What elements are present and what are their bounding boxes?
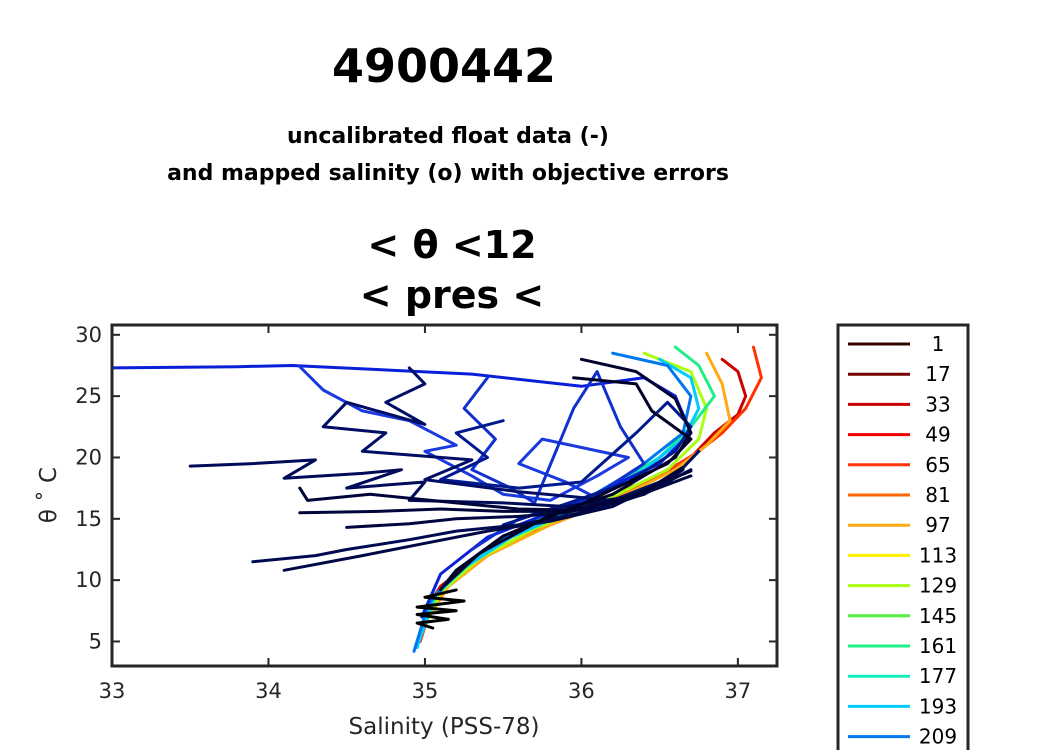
figure-title: 4900442 xyxy=(332,39,556,93)
x-tick-label: 37 xyxy=(725,679,752,703)
legend-label-65: 65 xyxy=(925,453,950,477)
legend-label-1: 1 xyxy=(932,332,945,356)
y-tick-label: 20 xyxy=(75,445,102,469)
legend-label-193: 193 xyxy=(919,694,957,718)
legend-label-209: 209 xyxy=(919,725,957,749)
series-layer xyxy=(112,345,763,653)
legend-label-33: 33 xyxy=(925,392,950,416)
x-tick-label: 34 xyxy=(255,679,282,703)
x-tick-label: 35 xyxy=(412,679,439,703)
legend-label-97: 97 xyxy=(925,513,950,537)
y-tick-label: 15 xyxy=(75,507,102,531)
series-line-14 xyxy=(282,474,677,572)
series-line-20 xyxy=(415,588,466,630)
legend-label-145: 145 xyxy=(919,604,957,628)
y-tick-label: 5 xyxy=(89,629,102,653)
legend-label-177: 177 xyxy=(919,664,957,688)
series-line-12 xyxy=(188,458,693,508)
plot-frame xyxy=(110,323,779,668)
y-axis-label: θ ˚ C xyxy=(35,467,62,523)
series-line-17 xyxy=(298,465,685,512)
series-line-3 xyxy=(420,351,709,631)
legend-box xyxy=(836,323,970,750)
plot-title-line-1: < θ <12 xyxy=(367,223,536,267)
legend-label-161: 161 xyxy=(919,634,957,658)
legend: 1 17 33 49 65 81 97 113 129 145 161 177 193 209 xyxy=(836,323,970,750)
legend-label-129: 129 xyxy=(919,574,957,598)
legend-label-81: 81 xyxy=(925,483,950,507)
legend-label-113: 113 xyxy=(919,543,957,567)
plot-title-line-2: < pres < xyxy=(360,273,544,317)
legend-label-17: 17 xyxy=(925,362,950,386)
tick-layer: 33 34 35 36 37 5 10 15 20 25 30 xyxy=(75,323,777,703)
x-axis-label: Salinity (PSS-78) xyxy=(349,714,540,740)
subtitle-line-1: uncalibrated float data (-) xyxy=(287,124,609,149)
x-tick-label: 33 xyxy=(99,679,126,703)
x-tick-label: 36 xyxy=(568,679,595,703)
series-line-7 xyxy=(112,364,693,619)
legend-items: 1 17 33 49 65 81 97 113 129 145 161 177 193 209 xyxy=(848,332,957,749)
series-line-19 xyxy=(439,376,693,592)
y-tick-label: 10 xyxy=(75,568,102,592)
subtitle-line-2: and mapped salinity (o) with objective e… xyxy=(167,161,729,186)
series-line-15 xyxy=(345,474,693,529)
y-tick-label: 30 xyxy=(75,323,102,347)
series-line-2 xyxy=(423,351,732,625)
legend-label-49: 49 xyxy=(925,423,950,447)
y-tick-label: 25 xyxy=(75,384,102,408)
series-line-8 xyxy=(298,365,630,508)
